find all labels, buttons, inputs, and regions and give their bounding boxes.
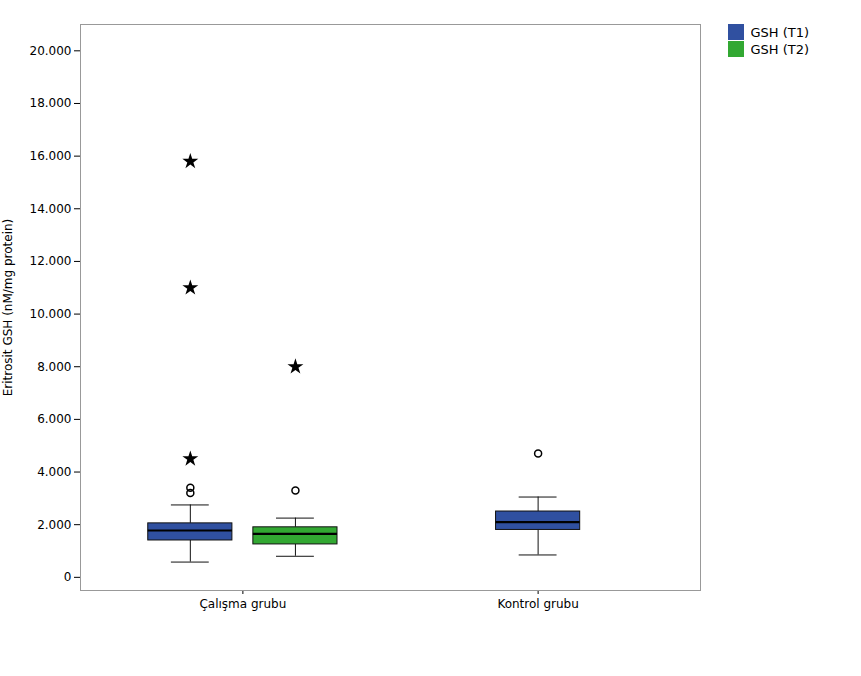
svg-text:18.000: 18.000 (30, 96, 72, 110)
svg-text:16.000: 16.000 (30, 149, 72, 163)
svg-text:14.000: 14.000 (30, 202, 72, 216)
svg-text:4.000: 4.000 (37, 465, 71, 479)
html-text:GSH (T2): GSH (T2) (750, 41, 810, 57)
svg-text:20.000: 20.000 (30, 44, 72, 58)
svg-text:6.000: 6.000 (37, 412, 71, 426)
svg-text:10.000: 10.000 (30, 307, 72, 321)
svg-text:Eritrosit GSH (nM/mg protein): Eritrosit GSH (nM/mg protein) (1, 219, 15, 397)
svg-text:8.000: 8.000 (37, 360, 71, 374)
svg-text:0: 0 (64, 570, 72, 584)
html-text:GSH (T1): GSH (T1) (750, 24, 810, 40)
svg-text:Kontrol grubu: Kontrol grubu (497, 597, 578, 611)
svg-text:Çalışma grubu: Çalışma grubu (199, 597, 286, 611)
svg-text:2.000: 2.000 (37, 518, 71, 532)
svg-text:12.000: 12.000 (30, 254, 72, 268)
